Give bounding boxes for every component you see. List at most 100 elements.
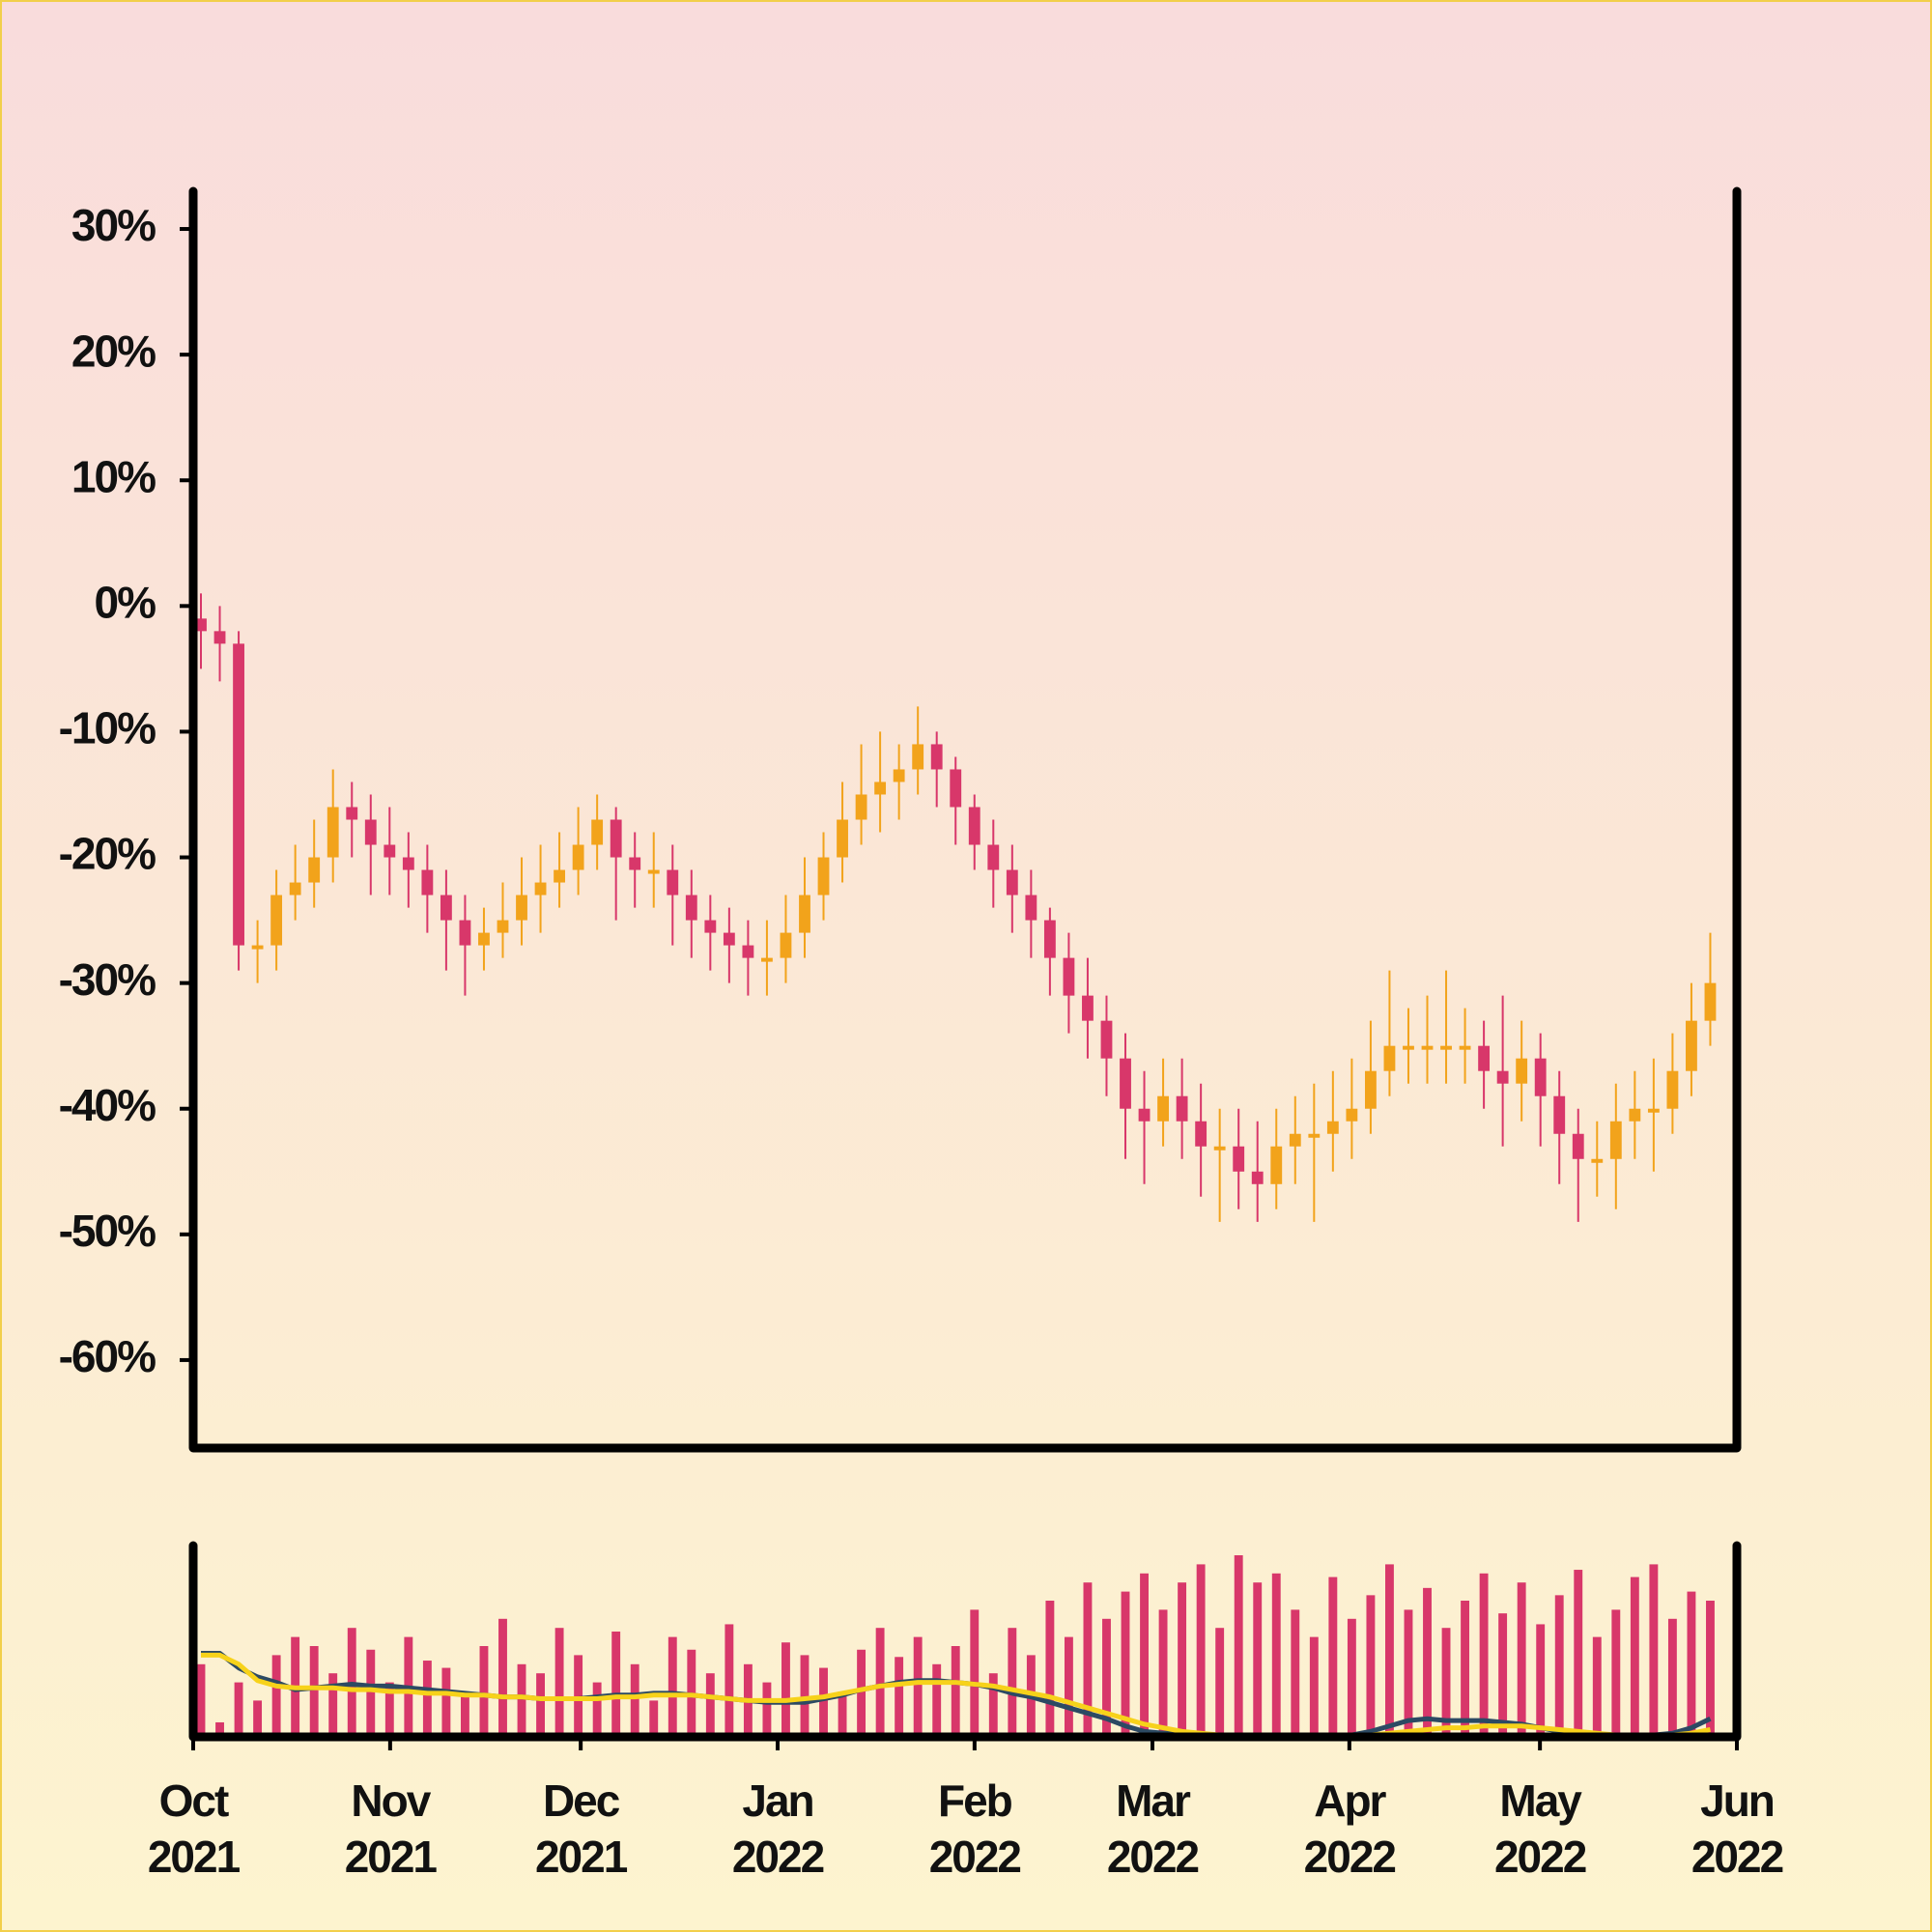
volume-bar xyxy=(498,1618,507,1737)
candle-body xyxy=(1591,1158,1604,1163)
y-tick-label: 10% xyxy=(71,451,156,501)
volume-bar xyxy=(271,1655,281,1737)
y-tick-label: -20% xyxy=(59,829,156,879)
candle-body xyxy=(1063,957,1075,996)
x-tick-label: Apr xyxy=(1314,1776,1386,1826)
volume-bar xyxy=(668,1636,677,1737)
candle-body xyxy=(233,643,244,946)
candle-body xyxy=(459,920,471,946)
candle-body xyxy=(685,895,697,921)
volume-bar xyxy=(1008,1628,1017,1737)
candle-body xyxy=(874,781,887,795)
volume-bar xyxy=(988,1673,998,1737)
candle-body xyxy=(1704,982,1717,1021)
volume-bar xyxy=(1045,1601,1055,1737)
candle-body xyxy=(1496,1070,1509,1084)
volume-bar xyxy=(781,1642,790,1737)
candle-body xyxy=(478,932,490,946)
y-tick-label: -30% xyxy=(59,954,156,1005)
candle-body xyxy=(837,819,848,858)
volume-bar xyxy=(895,1657,904,1737)
candle-body xyxy=(440,895,452,921)
candle-body xyxy=(912,744,924,770)
candle-body xyxy=(591,819,604,845)
volume-bar xyxy=(1498,1613,1508,1737)
candle-body xyxy=(1289,1133,1301,1147)
x-tick-label: 2022 xyxy=(1691,1832,1783,1882)
volume-bar xyxy=(724,1624,734,1737)
volume-bar xyxy=(1479,1573,1489,1737)
candle-body xyxy=(402,857,414,870)
y-tick-label: -60% xyxy=(59,1331,156,1381)
volume-bar xyxy=(611,1631,621,1737)
candle-body xyxy=(421,869,434,895)
volume-bar xyxy=(554,1628,564,1737)
volume-bar xyxy=(1423,1587,1432,1737)
candle-body xyxy=(289,882,301,895)
candle-body xyxy=(1138,1108,1151,1122)
candle-body xyxy=(1270,1146,1283,1184)
candle-body xyxy=(704,920,717,933)
volume-bar xyxy=(1461,1601,1470,1737)
volume-bar xyxy=(1667,1618,1677,1737)
volume-bar xyxy=(1630,1577,1639,1737)
volume-bar xyxy=(574,1655,583,1737)
candle-body xyxy=(554,869,566,883)
volume-bar xyxy=(649,1700,659,1737)
volume-bar xyxy=(517,1663,526,1737)
candle-body xyxy=(1025,895,1037,921)
candle-body xyxy=(1100,1020,1113,1059)
candle-body xyxy=(1459,1045,1471,1050)
candle-body xyxy=(1251,1171,1264,1184)
volume-bar xyxy=(1083,1582,1093,1737)
axis-frame xyxy=(188,1541,1742,1742)
candle-body xyxy=(742,945,754,958)
volume-bar xyxy=(1102,1618,1111,1737)
volume-bar xyxy=(1554,1595,1564,1737)
candle-body xyxy=(987,844,1000,870)
volume-bar xyxy=(1215,1628,1225,1737)
candle-body xyxy=(251,945,264,950)
candle-body xyxy=(930,744,943,770)
candle-body xyxy=(1213,1146,1226,1151)
y-tick-label: 30% xyxy=(71,200,156,250)
x-tick-label: Mar xyxy=(1116,1776,1191,1826)
x-tick-label: Nov xyxy=(351,1776,431,1826)
volume-bar xyxy=(196,1663,206,1737)
volume-bar xyxy=(1574,1570,1583,1737)
volume-bar xyxy=(422,1661,432,1737)
y-tick-label: 0% xyxy=(95,577,156,627)
volume-bar xyxy=(1611,1609,1621,1737)
candle-body xyxy=(629,857,641,870)
volume-bar xyxy=(309,1646,319,1737)
candle-body xyxy=(1233,1146,1245,1172)
candle-body xyxy=(667,869,679,895)
candle-body xyxy=(1629,1108,1641,1122)
volume-bar xyxy=(1309,1636,1319,1737)
candle-body xyxy=(1364,1070,1377,1109)
candle-body xyxy=(1403,1045,1414,1050)
candle-body xyxy=(384,844,396,858)
x-tick-label: Dec xyxy=(543,1776,620,1826)
volume-bar xyxy=(1347,1618,1356,1737)
volume-bar xyxy=(1706,1601,1715,1737)
candle-body xyxy=(1534,1058,1547,1096)
candle-body xyxy=(723,932,735,946)
volume-bar xyxy=(1196,1564,1206,1737)
candle-body xyxy=(364,819,377,845)
volume-bar xyxy=(215,1721,224,1737)
volume-bar xyxy=(951,1646,960,1737)
volume-bar xyxy=(1158,1609,1168,1737)
candle-body xyxy=(1308,1133,1321,1138)
candle-body xyxy=(950,769,962,808)
volume-bar xyxy=(913,1636,923,1737)
volume-bar xyxy=(1271,1573,1281,1737)
candle-body xyxy=(534,882,547,895)
volume-bar xyxy=(800,1655,810,1737)
volume-bar xyxy=(1253,1582,1263,1737)
candle-body xyxy=(497,920,509,933)
volume-bar xyxy=(1649,1564,1659,1737)
x-tick-label: 2021 xyxy=(535,1832,628,1882)
volume-bar xyxy=(762,1682,772,1737)
